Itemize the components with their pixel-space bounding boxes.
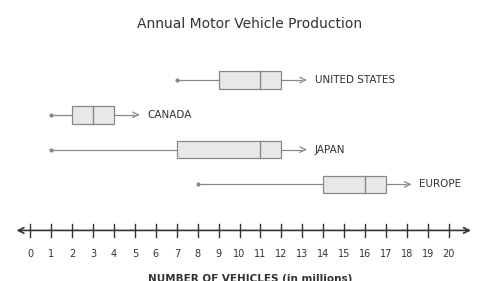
Text: 8: 8 [194,250,201,259]
Text: EUROPE: EUROPE [420,179,462,189]
Text: 10: 10 [234,250,245,259]
Text: 4: 4 [111,250,117,259]
Text: 6: 6 [153,250,159,259]
Text: 9: 9 [216,250,222,259]
Text: JAPAN: JAPAN [315,145,346,155]
Text: 3: 3 [90,250,96,259]
Bar [72,106,114,124]
Text: 1: 1 [48,250,54,259]
Text: 14: 14 [317,250,330,259]
Text: 16: 16 [359,250,371,259]
Text: CANADA: CANADA [148,110,192,120]
Bar [218,71,282,89]
Text: 12: 12 [275,250,287,259]
Bar [323,176,386,193]
Text: 7: 7 [174,250,180,259]
Text: 15: 15 [338,250,350,259]
Text: UNITED STATES: UNITED STATES [315,75,395,85]
Text: 0: 0 [28,250,34,259]
Text: 19: 19 [422,250,434,259]
Bar [177,141,282,158]
Text: NUMBER OF VEHICLES (in millions): NUMBER OF VEHICLES (in millions) [148,274,352,281]
Title: Annual Motor Vehicle Production: Annual Motor Vehicle Production [138,17,362,31]
Text: 17: 17 [380,250,392,259]
Text: 18: 18 [400,250,413,259]
Text: 20: 20 [442,250,455,259]
Text: 11: 11 [254,250,266,259]
Text: 13: 13 [296,250,308,259]
Text: 5: 5 [132,250,138,259]
Text: 2: 2 [69,250,75,259]
